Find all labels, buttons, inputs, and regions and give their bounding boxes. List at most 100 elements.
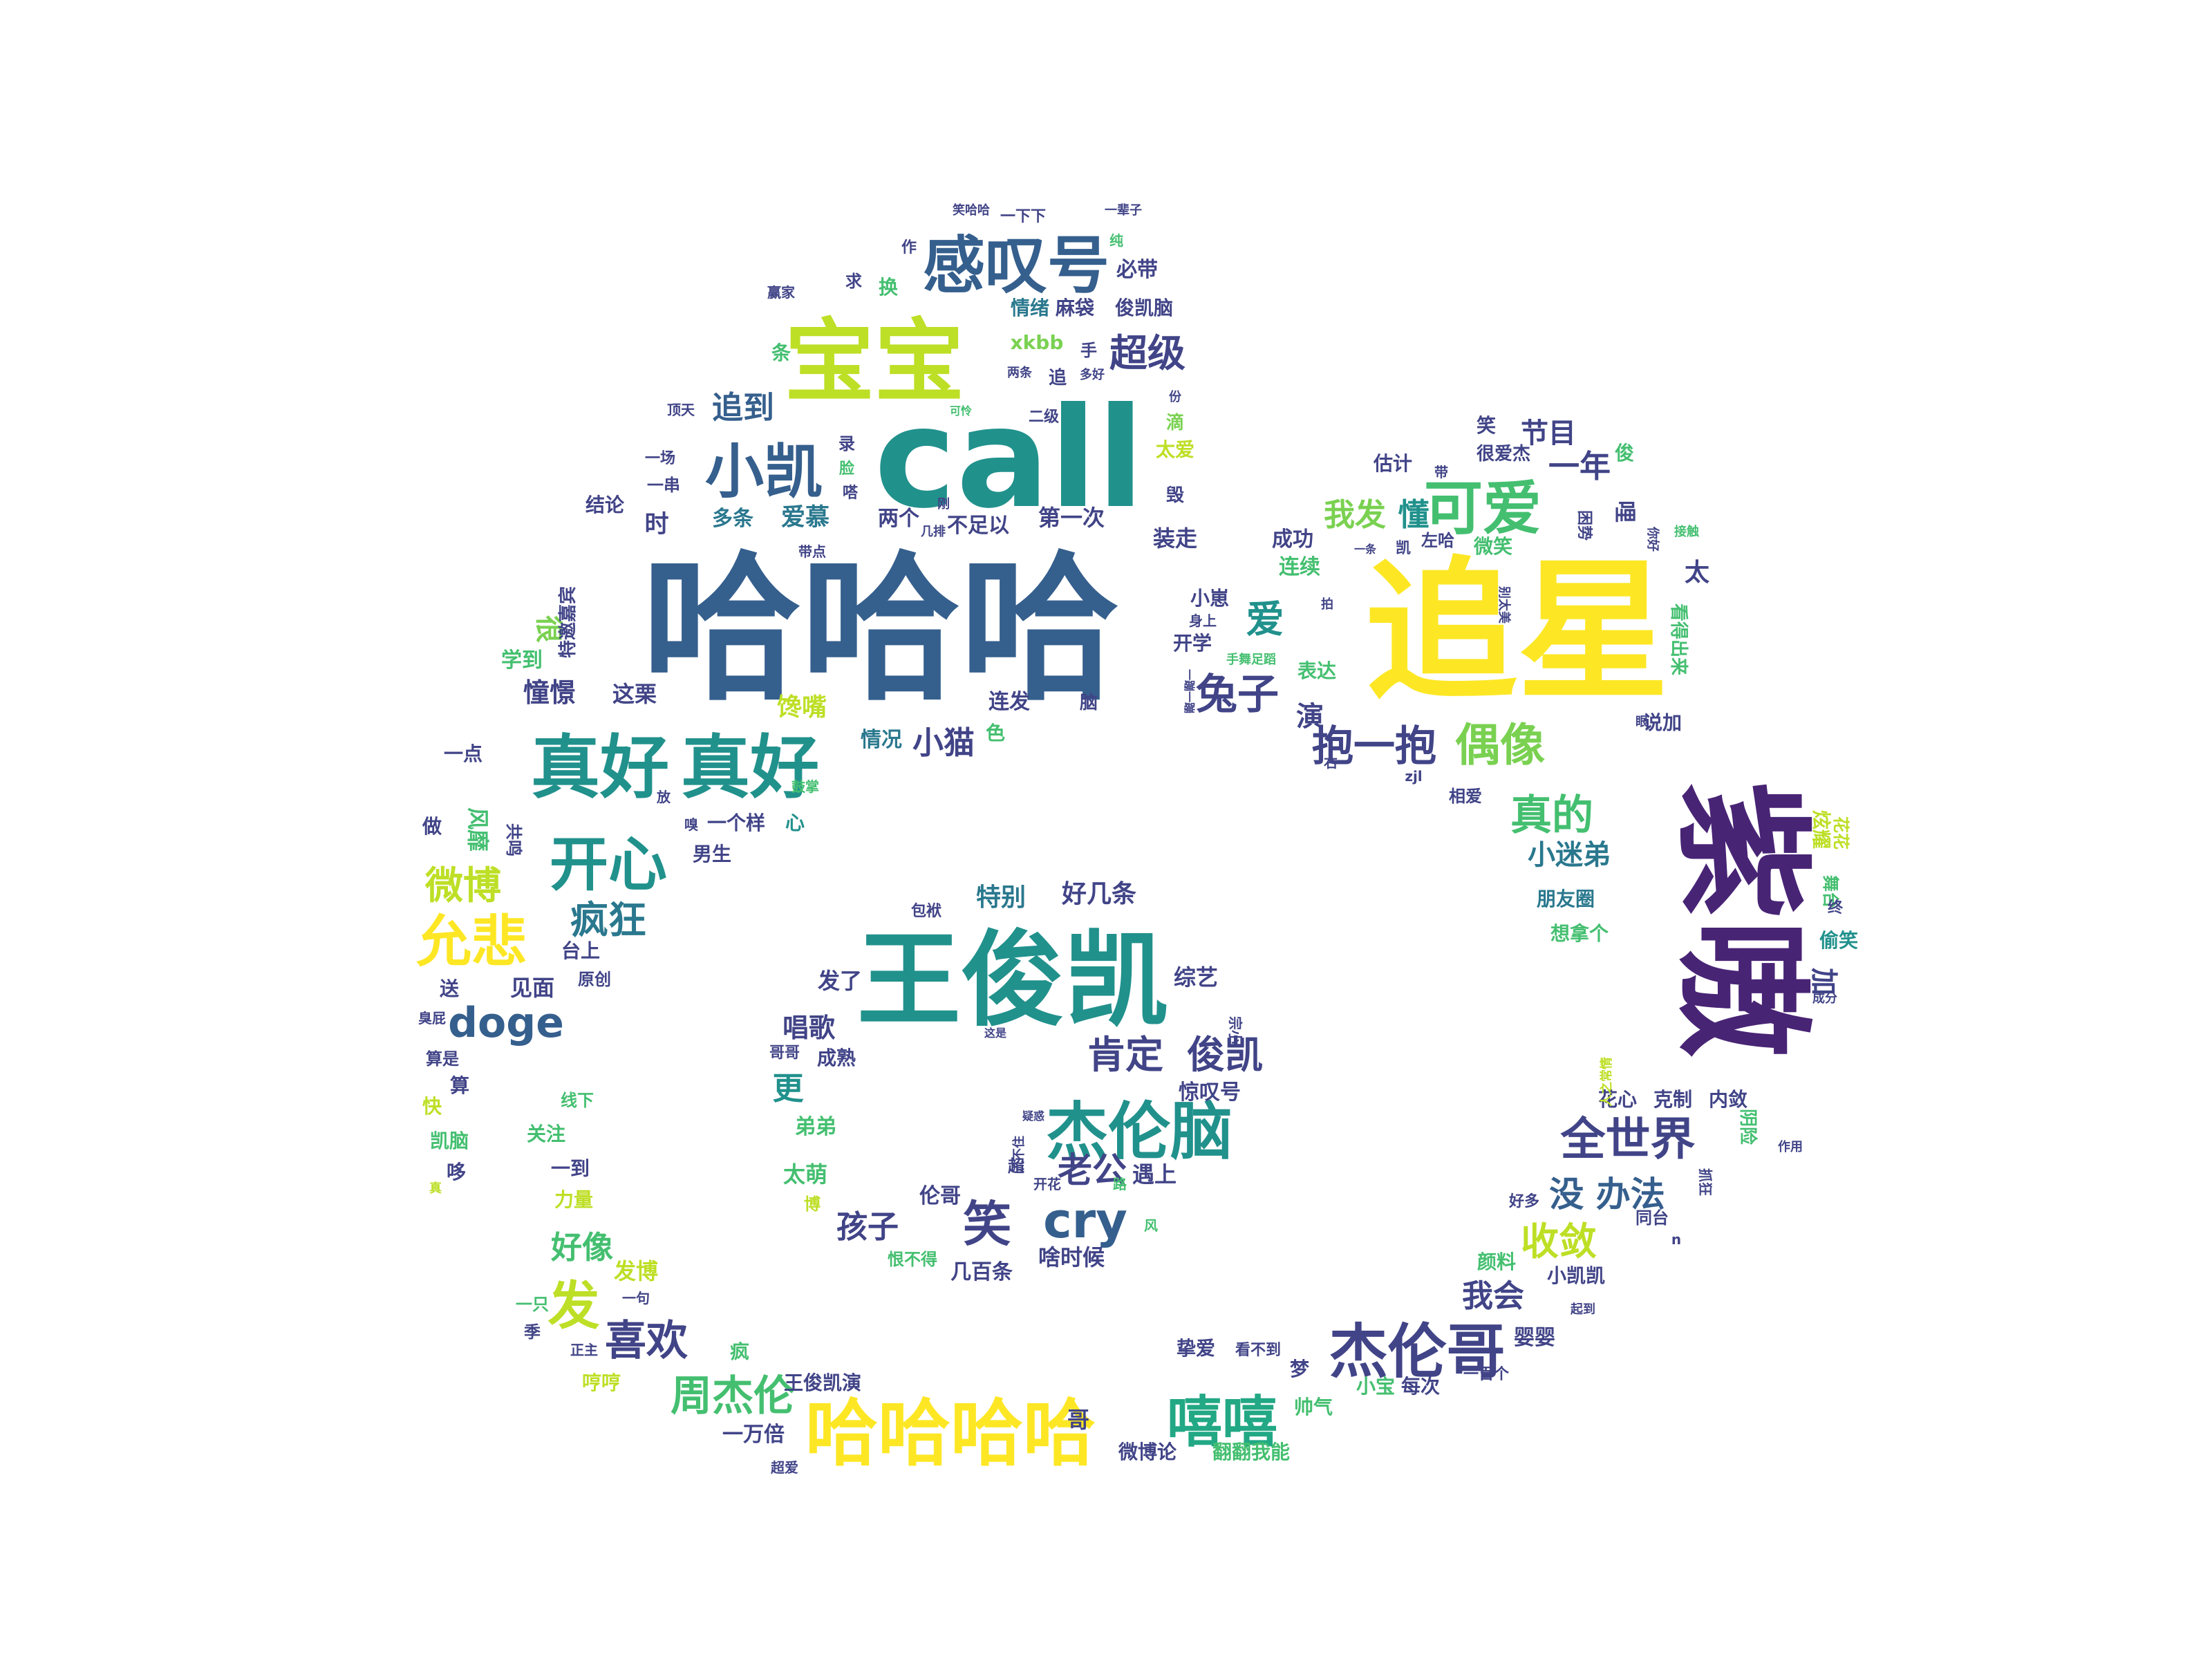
word-liangge: 两个 bbox=[878, 507, 920, 531]
word-zhenhao-2: 真好 bbox=[681, 727, 819, 808]
word-fen: 份 bbox=[1169, 389, 1182, 404]
word-yibao: 一抱 bbox=[1353, 722, 1436, 771]
word-lianfa: 连发 bbox=[988, 690, 1030, 714]
word-feng-small: 疯 bbox=[730, 1340, 749, 1363]
word-meibanfa: 没 办法 bbox=[1549, 1174, 1665, 1215]
word-tai: 太 bbox=[1685, 559, 1709, 587]
word-yunbei: 允悲 bbox=[416, 910, 527, 974]
word-meng: 梦 bbox=[1290, 1358, 1310, 1380]
word-call: call bbox=[874, 378, 1145, 539]
word-jiechu: 接触 bbox=[1674, 524, 1699, 539]
word-bidai: 必带 bbox=[1116, 258, 1158, 282]
word-xiaobao: 小宝 bbox=[1356, 1375, 1395, 1398]
word-kending: 肯定 bbox=[1087, 1033, 1163, 1077]
word-zuoyong: 作用 bbox=[1778, 1139, 1803, 1154]
word-lu-road: 路 bbox=[1113, 1176, 1127, 1192]
word-xkbb: xkbb bbox=[1011, 331, 1064, 354]
word-ouxiang: 偶像 bbox=[1455, 720, 1545, 771]
word-se: 色 bbox=[986, 722, 1005, 744]
word-yiju: 一句 bbox=[622, 1290, 650, 1306]
word-neilian: 内敛 bbox=[1709, 1088, 1747, 1111]
word-chun: 纯 bbox=[1109, 232, 1123, 249]
word-wangjunkai: 王俊凯 bbox=[857, 921, 1168, 1041]
word-daidian: 带点 bbox=[798, 543, 826, 560]
word-yingjia: 赢家 bbox=[767, 284, 796, 301]
word-qingkuang: 情况 bbox=[861, 728, 902, 752]
word-yinian: 一年 bbox=[1548, 448, 1611, 485]
word-touxiao: 偷笑 bbox=[1819, 929, 1858, 952]
word-zhuangzou: 装走 bbox=[1153, 525, 1197, 552]
word-ge: 哥 bbox=[1067, 1407, 1089, 1433]
word-zhoujielun: 周杰伦 bbox=[671, 1372, 796, 1421]
word-xiaomidi: 小迷弟 bbox=[1528, 839, 1611, 871]
word-feng-wind: 风 bbox=[1144, 1217, 1158, 1234]
word-xianxia: 线下 bbox=[561, 1091, 594, 1110]
word-yigeyang: 一个样 bbox=[707, 812, 765, 834]
word-kai: 凯 bbox=[1396, 540, 1411, 557]
word-fale: 发了 bbox=[818, 968, 862, 994]
word-xiangnage: 想拿个 bbox=[1550, 922, 1609, 945]
word-baobao: 宝宝 bbox=[785, 309, 964, 414]
word-weibo: 微博 bbox=[424, 863, 501, 908]
word-lian: 脸 bbox=[839, 460, 855, 478]
word-yushang: 遇上 bbox=[1132, 1161, 1177, 1188]
word-qiu: 求 bbox=[845, 272, 862, 291]
word-zuoha: 左哈 bbox=[1421, 531, 1454, 550]
word-bao: 抱 bbox=[1312, 722, 1353, 771]
word-wofa: 我发 bbox=[1324, 496, 1386, 533]
word-yidian: 一点 bbox=[444, 742, 482, 765]
word-xiaozai: 小崽 bbox=[1190, 587, 1229, 610]
word-geng: 更 bbox=[772, 1070, 804, 1107]
word-guanzhu: 关注 bbox=[527, 1123, 565, 1145]
word-laogong: 老公 bbox=[1058, 1150, 1127, 1190]
word-baofu: 包袱 bbox=[911, 902, 941, 920]
word-hen: 很 bbox=[532, 615, 564, 643]
word-biemei: 别太美 bbox=[1497, 585, 1512, 624]
word-haizi: 孩子 bbox=[836, 1208, 899, 1245]
word-fanfanwoneng: 翻翻我能 bbox=[1212, 1441, 1290, 1463]
word-diyici: 第一次 bbox=[1038, 505, 1105, 531]
word-da: 嗒 bbox=[843, 484, 859, 502]
word-yidao: 一到 bbox=[551, 1157, 590, 1180]
word-xiangai: 相爱 bbox=[1449, 787, 1482, 806]
word-zhui: 追 bbox=[1049, 367, 1067, 388]
word-di: 滴 bbox=[1166, 412, 1184, 433]
word-gege: 哥哥 bbox=[769, 1044, 800, 1062]
word-pengyouquan: 朋友圈 bbox=[1537, 888, 1595, 910]
word-weibolun: 微博论 bbox=[1118, 1441, 1177, 1463]
word-kaihua: 开花 bbox=[1033, 1176, 1061, 1192]
word-nihao: 你好 bbox=[1645, 526, 1660, 552]
word-qingxu: 情绪 bbox=[1011, 297, 1049, 319]
word-erji: 二级 bbox=[1029, 408, 1059, 426]
word-liubuzhu: 流不住 bbox=[1011, 1136, 1027, 1173]
word-jipai: 几排 bbox=[921, 524, 946, 539]
word-chongjing: 憧憬 bbox=[523, 677, 576, 708]
word-jia: 加 bbox=[1808, 968, 1839, 995]
word-zheshi: 这是 bbox=[984, 1027, 1006, 1040]
word-suan: 算 bbox=[450, 1074, 469, 1097]
word-henbude: 恨不得 bbox=[888, 1250, 937, 1269]
word-chengfen: 成分 bbox=[1812, 991, 1837, 1006]
word-pai: 拍 bbox=[1321, 597, 1333, 612]
word-haojitiao: 好几条 bbox=[1061, 880, 1136, 908]
word-lunge: 伦哥 bbox=[919, 1184, 961, 1208]
word-chenggong: 成功 bbox=[1272, 527, 1313, 552]
word-huan: 换 bbox=[879, 276, 899, 299]
word-zuo: 做 bbox=[422, 815, 442, 838]
word-taiai: 太爱 bbox=[1156, 438, 1194, 461]
word-suanshi: 算是 bbox=[426, 1049, 459, 1069]
word-jielunge: 杰伦哥 bbox=[1329, 1318, 1505, 1387]
word-haoduo: 好多 bbox=[1508, 1192, 1539, 1210]
word-ai: 爱 bbox=[1246, 597, 1284, 641]
word-hengheng: 哼哼 bbox=[582, 1371, 621, 1394]
word-qidao: 起到 bbox=[1570, 1302, 1595, 1317]
word-changge: 唱歌 bbox=[782, 1013, 836, 1043]
word-junkai: 俊凯 bbox=[1187, 1033, 1263, 1077]
word-hahahaha: 哈哈哈哈 bbox=[805, 1391, 1096, 1476]
word-aimu: 爱慕 bbox=[781, 504, 830, 532]
word-yihuo: 疑惑 bbox=[1022, 1109, 1044, 1123]
word-kunshi: 困势 bbox=[1575, 510, 1593, 541]
word-duotiao: 多条 bbox=[712, 507, 753, 531]
word-zheli: 这栗 bbox=[612, 681, 657, 707]
word-quanshijie: 全世界 bbox=[1559, 1114, 1695, 1165]
